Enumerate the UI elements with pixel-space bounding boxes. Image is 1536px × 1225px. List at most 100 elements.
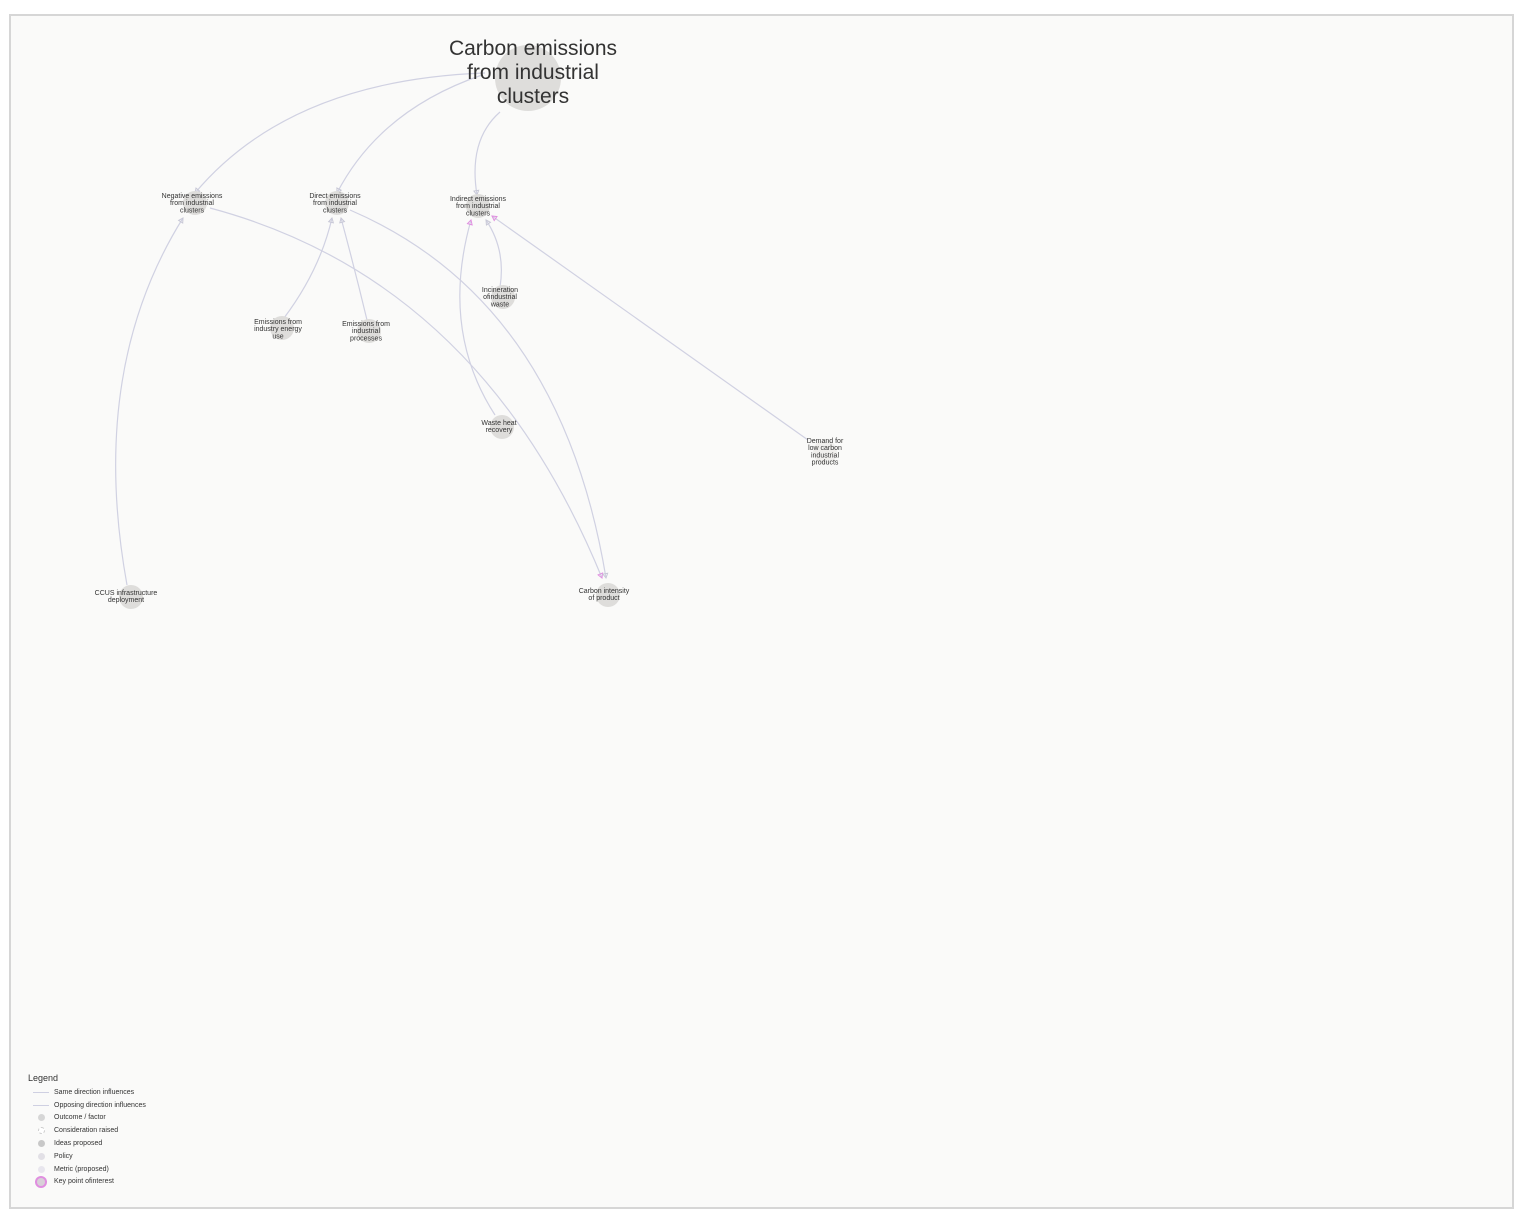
node-circle[interactable]	[495, 45, 561, 111]
arrowhead-icon	[466, 218, 473, 226]
arrowhead-icon	[597, 572, 604, 579]
node-label: Indirect emissions	[450, 196, 507, 203]
legend-item: Key point ofinterest	[28, 1176, 146, 1189]
node-label: waste	[490, 301, 509, 308]
node-label: from industrial	[313, 200, 357, 207]
line-swatch-icon	[28, 1104, 54, 1106]
legend-label: Opposing direction influences	[54, 1101, 146, 1109]
node-swatch-icon	[28, 1140, 54, 1148]
legend-item: Metric (proposed)	[28, 1163, 146, 1176]
edge-direct-to-intensity[interactable]	[349, 209, 607, 579]
node-label: clusters	[466, 210, 491, 217]
node-circle[interactable]	[119, 585, 143, 609]
edge-heat-to-indirect[interactable]	[459, 219, 496, 416]
edge-neg-to-main[interactable]	[194, 72, 486, 194]
edge-ccus-to-neg[interactable]	[115, 217, 184, 586]
edge-neg-to-intensity[interactable]	[209, 207, 603, 579]
node-label: Demand for	[807, 438, 844, 445]
legend: Legend Same direction influences Opposing…	[28, 1073, 146, 1188]
node-label: ofindustrial	[483, 294, 517, 301]
node-circle[interactable]	[490, 415, 514, 439]
node-swatch-icon	[28, 1165, 54, 1173]
node-label: industrial	[811, 452, 839, 459]
arrowhead-icon	[339, 216, 346, 224]
arrowhead-icon	[473, 189, 480, 197]
node-circle[interactable]	[270, 316, 294, 340]
legend-label: Policy	[54, 1152, 73, 1160]
legend-item: Policy	[28, 1150, 146, 1163]
edge-direct-to-main[interactable]	[336, 74, 483, 194]
node-swatch-icon	[28, 1114, 54, 1122]
legend-label: Same direction influences	[54, 1088, 135, 1096]
node-swatch-icon	[28, 1152, 54, 1160]
node-label: from industrial	[456, 203, 500, 210]
line-swatch-icon	[28, 1091, 54, 1093]
node-label: processes	[350, 335, 382, 342]
node-swatch-icon	[28, 1177, 54, 1186]
node-swatch-icon	[28, 1127, 54, 1135]
edge-energy-to-direct[interactable]	[283, 217, 333, 319]
legend-label: Consideration raised	[54, 1127, 119, 1135]
legend-item: Opposing direction influences	[28, 1099, 146, 1112]
arrowhead-icon	[327, 216, 335, 224]
diagram-canvas[interactable]	[9, 14, 1514, 1209]
node-circle[interactable]	[325, 191, 349, 215]
node-label: Direct emissions	[309, 193, 361, 200]
node-label: clusters	[497, 85, 569, 108]
legend-item: Outcome / factor	[28, 1112, 146, 1125]
node-label: CCUS infrastructure	[95, 590, 158, 597]
arrowhead-icon	[485, 219, 492, 226]
legend-label: Key point ofinterest	[54, 1178, 114, 1186]
legend-item: Same direction influences	[28, 1086, 146, 1099]
node-label: of product	[588, 595, 619, 602]
arrowhead-icon	[491, 215, 498, 222]
node-label: deployment	[108, 597, 144, 604]
node-circle[interactable]	[596, 583, 620, 607]
edge-incin-to-indirect[interactable]	[485, 219, 502, 288]
node-circle[interactable]	[466, 194, 490, 218]
node-circle[interactable]	[357, 319, 381, 343]
legend-label: Metric (proposed)	[54, 1165, 109, 1173]
edge-demand-to-indirect[interactable]	[491, 215, 809, 441]
edge-indirect-to-main[interactable]	[474, 111, 501, 196]
legend-label: Outcome / factor	[54, 1114, 106, 1122]
node-label: from industrial	[467, 61, 599, 84]
node-label: Waste heat	[481, 420, 516, 427]
node-label: Carbon intensity	[579, 588, 630, 595]
node-label: Emissions from	[254, 319, 302, 326]
node-label: use	[272, 333, 283, 340]
arrowhead-icon	[177, 217, 184, 224]
legend-item: Consideration raised	[28, 1124, 146, 1137]
node-label: low carbon	[808, 445, 842, 452]
node-label: Incineration	[482, 287, 518, 294]
node-label: clusters	[180, 207, 205, 214]
node-label: from industrial	[170, 200, 214, 207]
node-label: products	[812, 460, 839, 467]
node-circle[interactable]	[183, 191, 207, 215]
node-label: Carbon emissions	[449, 37, 617, 60]
legend-title: Legend	[28, 1073, 59, 1083]
node-label: industry energy	[254, 326, 302, 333]
node-circle[interactable]	[491, 285, 515, 309]
legend-item: Ideas proposed	[28, 1137, 146, 1150]
node-label: clusters	[323, 207, 348, 214]
node-label: Emissions from	[342, 321, 390, 328]
node-label: industrial	[352, 328, 380, 335]
node-circle[interactable]	[813, 440, 837, 464]
legend-label: Ideas proposed	[54, 1140, 103, 1148]
node-label: recovery	[486, 427, 513, 434]
node-label: Negative emissions	[162, 193, 223, 200]
arrowhead-icon	[602, 572, 609, 580]
